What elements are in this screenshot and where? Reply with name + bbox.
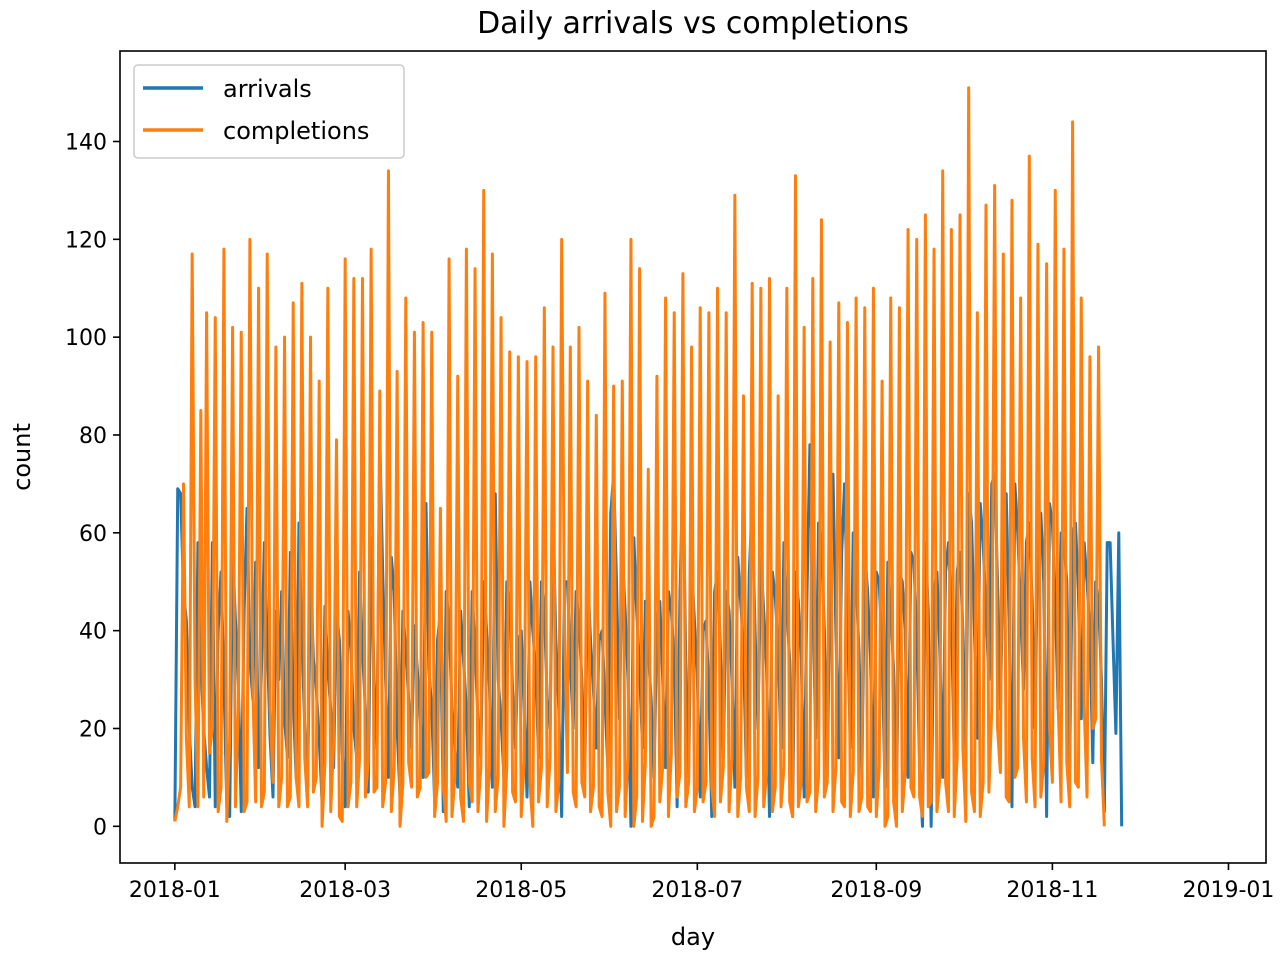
x-tick-label: 2018-01 (129, 878, 221, 903)
y-axis-label: count (8, 423, 36, 491)
y-axis: 0 20 40 60 80 100 120 140 (65, 130, 120, 840)
y-tick-label: 60 (79, 522, 107, 547)
y-tick-label: 100 (65, 326, 107, 351)
y-tick-label: 140 (65, 130, 107, 155)
x-tick-label: 2019-01 (1183, 878, 1275, 903)
x-axis: 2018-01 2018-03 2018-05 2018-07 2018-09 2018-… (129, 863, 1275, 903)
x-tick-label: 2018-07 (651, 878, 743, 903)
y-tick-label: 0 (93, 815, 107, 840)
x-tick-label: 2018-05 (475, 878, 567, 903)
x-tick-label: 2018-03 (299, 878, 391, 903)
x-tick-label: 2018-11 (1006, 878, 1098, 903)
y-tick-label: 120 (65, 228, 107, 253)
legend-label-completions: completions (223, 117, 369, 145)
plot-frame (119, 50, 1267, 864)
x-tick-label: 2018-09 (830, 878, 922, 903)
y-tick-label: 20 (79, 717, 107, 742)
chart-title: Daily arrivals vs completions (477, 6, 909, 41)
plot-area (119, 50, 1267, 864)
series-layer (173, 86, 1124, 828)
series-line-completions (173, 86, 1106, 828)
y-tick-label: 80 (79, 424, 107, 449)
legend: arrivals completions (133, 64, 405, 159)
x-axis-label: day (671, 923, 715, 951)
legend-label-arrivals: arrivals (223, 75, 312, 103)
y-tick-label: 40 (79, 620, 107, 645)
